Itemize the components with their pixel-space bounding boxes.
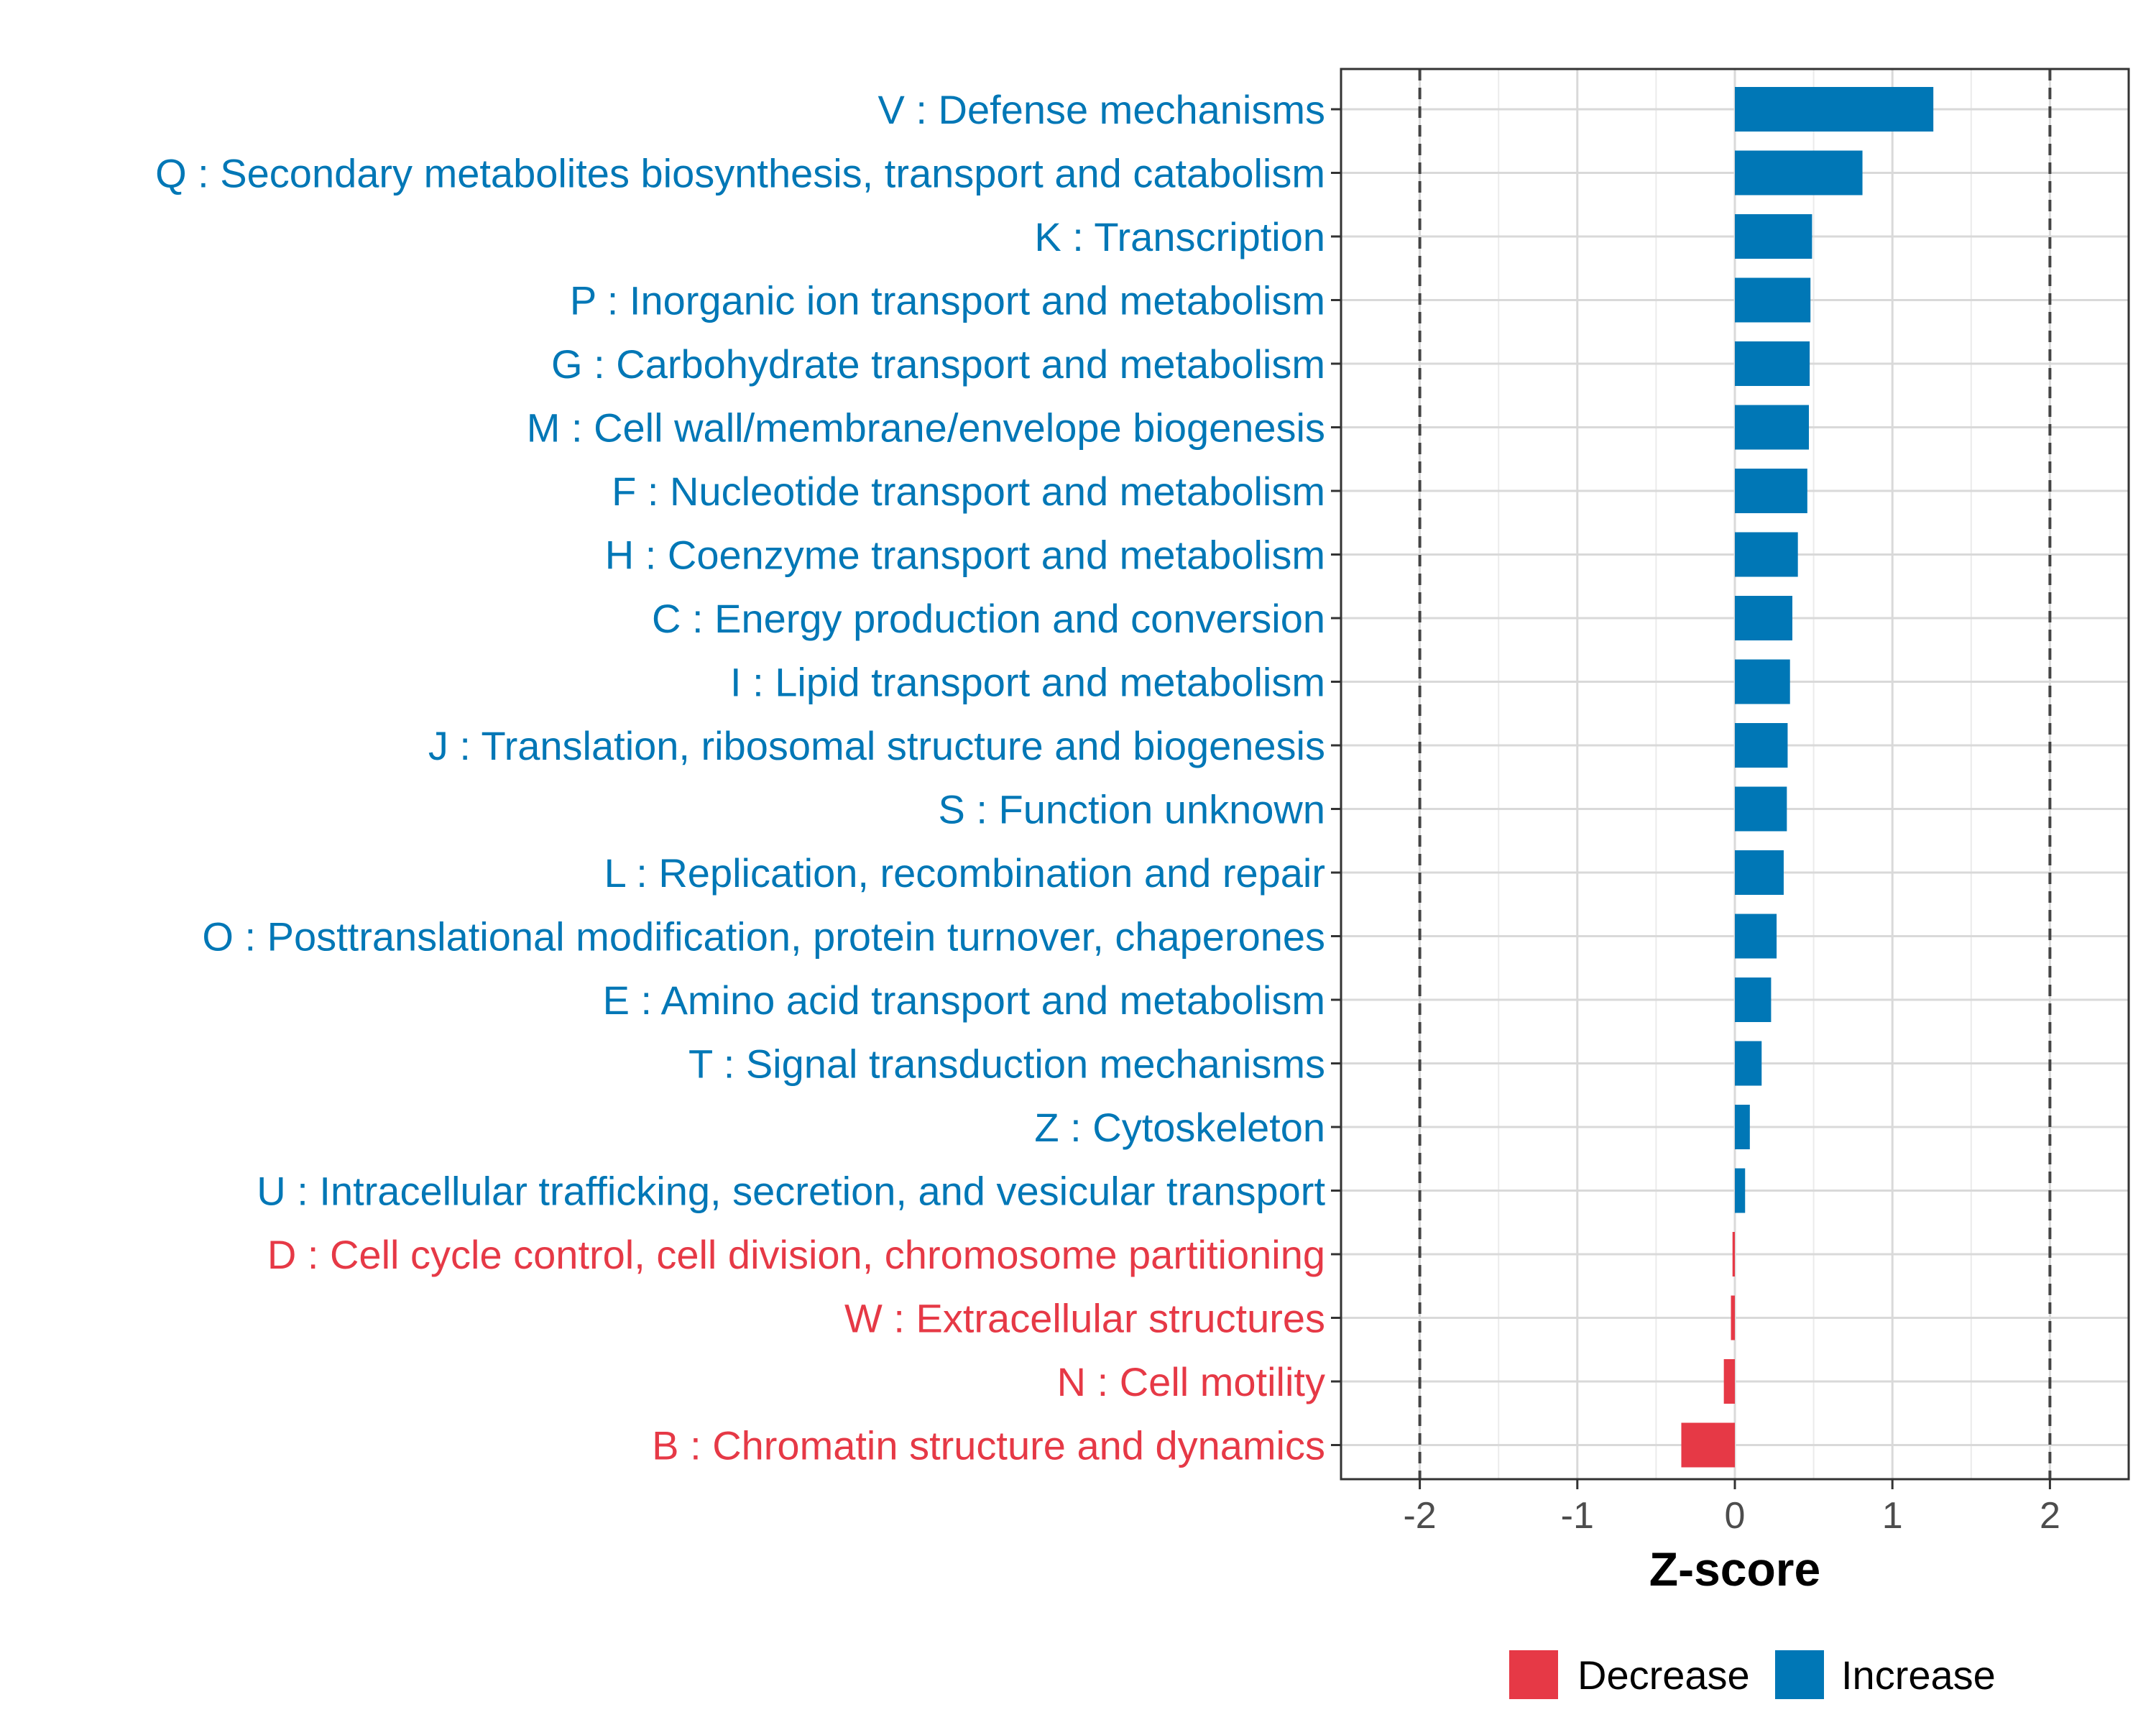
x-tick-label: -1: [1561, 1495, 1594, 1537]
category-label: O : Posttranslational modification, prot…: [202, 914, 1325, 960]
category-label: C : Energy production and conversion: [652, 596, 1325, 641]
legend: Decrease Increase: [1509, 1650, 1996, 1699]
bar-g: [1735, 341, 1810, 386]
bar-c: [1735, 596, 1793, 640]
bar-e: [1735, 978, 1772, 1022]
y-ticks: [1331, 108, 1341, 1446]
category-label: L : Replication, recombination and repai…: [604, 850, 1325, 896]
legend-swatch-increase: [1775, 1650, 1824, 1699]
category-label: I : Lipid transport and metabolism: [730, 660, 1325, 705]
bar-o: [1735, 914, 1777, 959]
bar-t: [1735, 1041, 1762, 1086]
x-axis-title: Z-score: [1649, 1542, 1820, 1596]
bar-n: [1723, 1359, 1735, 1404]
bar-h: [1735, 532, 1798, 577]
bar-w: [1731, 1295, 1735, 1340]
legend-swatch-decrease: [1509, 1650, 1558, 1699]
bar-i: [1735, 659, 1790, 704]
category-label: Q : Secondary metabolites biosynthesis, …: [155, 151, 1325, 196]
category-label: G : Carbohydrate transport and metabolis…: [551, 341, 1325, 387]
bar-d: [1732, 1232, 1735, 1276]
category-label: H : Coenzyme transport and metabolism: [605, 533, 1325, 578]
category-label: S : Function unknown: [938, 787, 1325, 832]
bar-u: [1735, 1168, 1746, 1213]
bar-m: [1735, 405, 1810, 450]
x-tick-label: 0: [1725, 1495, 1746, 1537]
category-label: Z : Cytoskeleton: [1034, 1105, 1325, 1150]
category-label: P : Inorganic ion transport and metaboli…: [570, 278, 1325, 323]
bar-j: [1735, 723, 1788, 768]
category-label: J : Translation, ribosomal structure and…: [428, 723, 1325, 768]
category-label: E : Amino acid transport and metabolism: [603, 978, 1325, 1023]
category-label: V : Defense mechanisms: [878, 87, 1325, 132]
category-label: U : Intracellular trafficking, secretion…: [257, 1169, 1325, 1214]
category-label: F : Nucleotide transport and metabolism: [612, 469, 1325, 514]
category-label: M : Cell wall/membrane/envelope biogenes…: [527, 405, 1325, 451]
bars: [1681, 87, 1934, 1468]
bar-k: [1735, 214, 1812, 259]
reference-lines: [1418, 69, 2052, 1479]
category-label: K : Transcription: [1034, 214, 1325, 259]
bar-p: [1735, 277, 1811, 323]
x-tick-label: -2: [1403, 1495, 1436, 1537]
category-label: N : Cell motility: [1057, 1359, 1325, 1404]
category-label: D : Cell cycle control, cell division, c…: [267, 1232, 1325, 1277]
legend-label-increase: Increase: [1841, 1652, 1996, 1698]
category-labels: V : Defense mechanisms Q : Secondary meta…: [155, 87, 1325, 1468]
category-label: B : Chromatin structure and dynamics: [652, 1423, 1325, 1468]
x-ticks: -2 -1 0 1 2: [1403, 1479, 2060, 1537]
x-tick-label: 1: [1882, 1495, 1903, 1537]
bar-s: [1735, 786, 1787, 832]
bar-f: [1735, 469, 1807, 513]
x-tick-label: 2: [2040, 1495, 2060, 1537]
bar-v: [1735, 87, 1934, 132]
legend-label-decrease: Decrease: [1577, 1652, 1750, 1698]
category-label: W : Extracellular structures: [844, 1296, 1325, 1341]
category-label: T : Signal transduction mechanisms: [688, 1041, 1325, 1087]
bar-z: [1735, 1105, 1750, 1149]
bar-q: [1735, 150, 1863, 196]
bar-l: [1735, 850, 1784, 895]
bar-b: [1681, 1422, 1735, 1468]
